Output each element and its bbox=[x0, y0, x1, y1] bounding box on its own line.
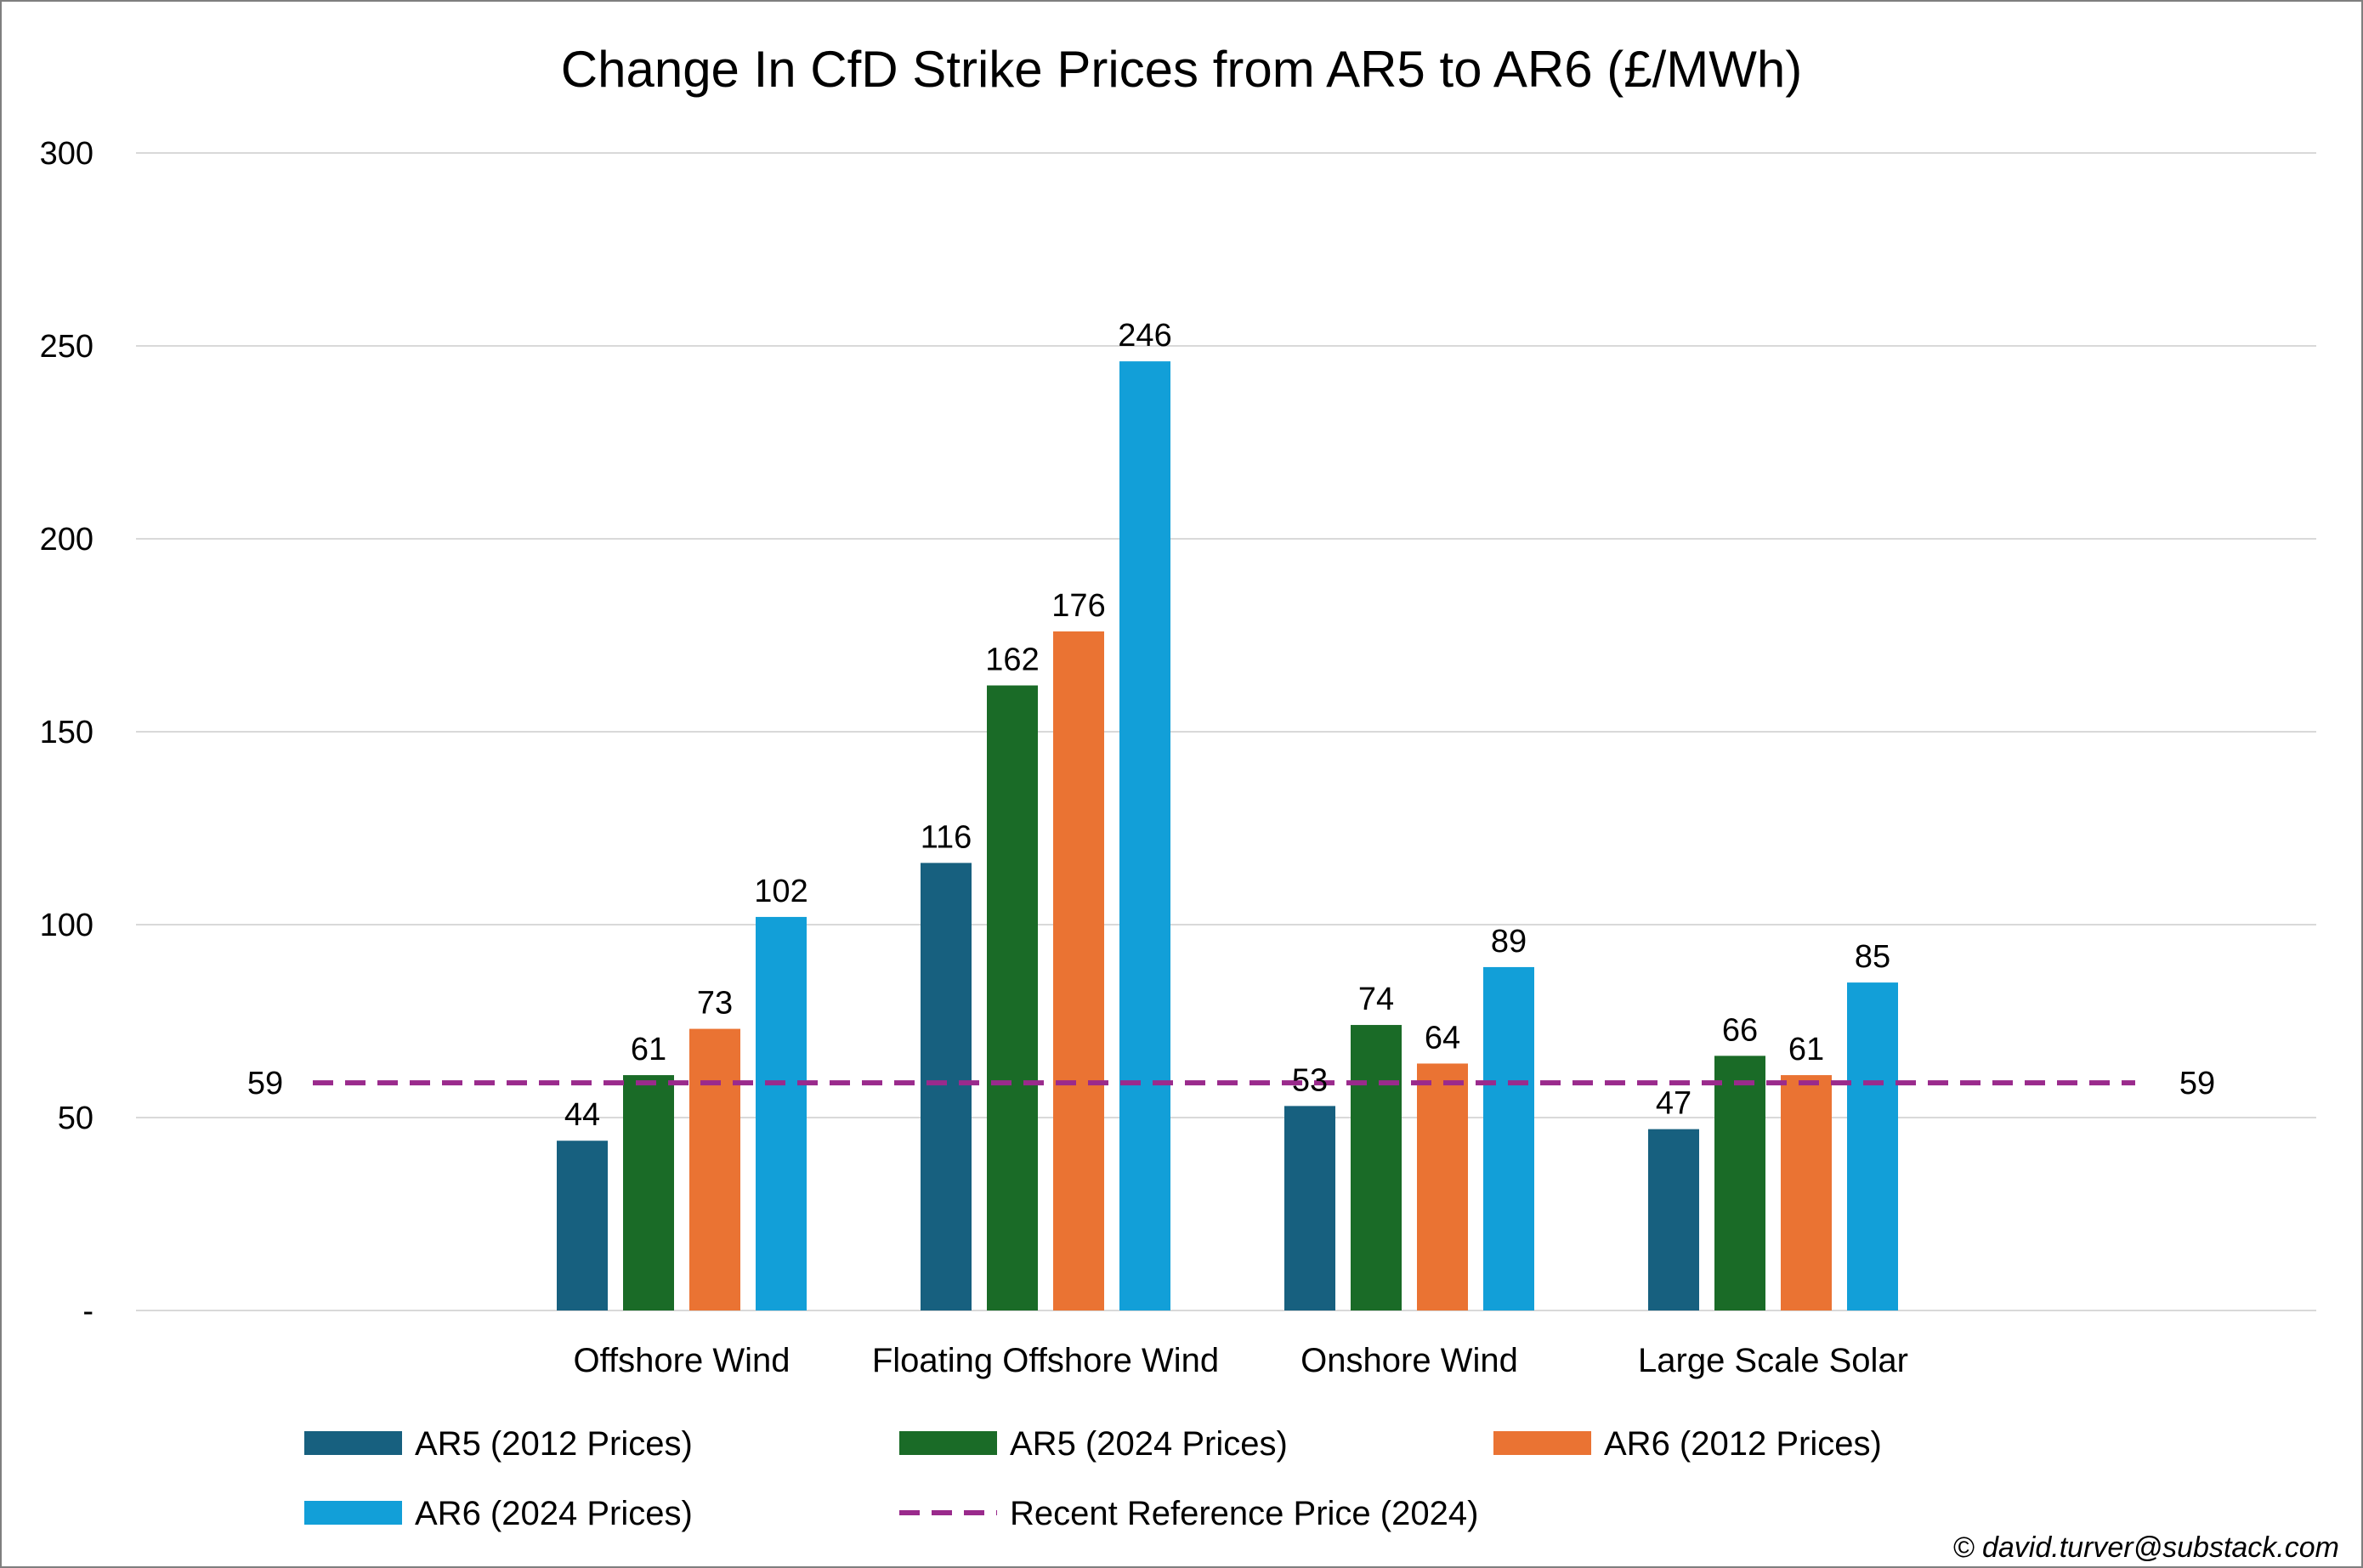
bar-3-3 bbox=[1417, 1063, 1468, 1310]
legend-swatch-4 bbox=[304, 1501, 402, 1525]
data-label: 85 bbox=[1855, 939, 1890, 975]
data-label: 73 bbox=[697, 986, 733, 1022]
legend-swatch-2 bbox=[899, 1431, 997, 1455]
bar-2-3 bbox=[1053, 631, 1104, 1310]
data-label: 61 bbox=[1788, 1032, 1824, 1067]
y-tick-label: 150 bbox=[40, 715, 94, 750]
bar-3-4 bbox=[1483, 966, 1534, 1310]
gridlines bbox=[136, 152, 2316, 1311]
x-category-label: Onshore Wind bbox=[1300, 1342, 1518, 1379]
data-label: 44 bbox=[564, 1097, 600, 1133]
reference-label-right: 59 bbox=[2179, 1066, 2215, 1101]
legend-label-2: AR5 (2024 Prices) bbox=[1010, 1425, 1288, 1463]
legend-swatch-3 bbox=[1493, 1431, 1591, 1455]
data-label: 176 bbox=[1051, 588, 1105, 624]
legend-label-1: AR5 (2012 Prices) bbox=[415, 1425, 693, 1463]
data-label: 61 bbox=[631, 1032, 666, 1067]
x-category-label: Offshore Wind bbox=[574, 1342, 790, 1379]
y-tick-label: 250 bbox=[40, 329, 94, 365]
legend-label-4: AR6 (2024 Prices) bbox=[415, 1495, 693, 1532]
x-category-label: Floating Offshore Wind bbox=[872, 1342, 1219, 1379]
bar-2-1 bbox=[921, 863, 972, 1310]
data-labels: 44 61 73 102 116 162 176 246 53 74 64 89 47 66 61 85 bbox=[564, 318, 1890, 1133]
data-label: 47 bbox=[1656, 1086, 1692, 1122]
legend-label-3: AR6 (2012 Prices) bbox=[1604, 1425, 1882, 1463]
reference-label-left: 59 bbox=[247, 1066, 283, 1101]
x-axis-categories: Offshore Wind Floating Offshore Wind Onsho… bbox=[574, 1342, 1908, 1379]
data-label: 246 bbox=[1118, 318, 1171, 354]
bar-4-4 bbox=[1847, 982, 1898, 1310]
reference-line-group: 59 59 bbox=[247, 1066, 2215, 1101]
data-label: 64 bbox=[1425, 1020, 1460, 1056]
x-category-label: Large Scale Solar bbox=[1638, 1342, 1908, 1379]
data-label: 162 bbox=[985, 642, 1039, 678]
bar-3-1 bbox=[1284, 1106, 1335, 1310]
bar-4-1 bbox=[1648, 1129, 1699, 1310]
y-tick-label: 100 bbox=[40, 908, 94, 943]
legend: AR5 (2012 Prices) AR5 (2024 Prices) AR6 (2… bbox=[304, 1425, 1882, 1532]
bar-1-2 bbox=[623, 1075, 674, 1310]
bar-4-3 bbox=[1781, 1075, 1832, 1310]
bar-1-3 bbox=[689, 1028, 740, 1310]
chart-title: Change In CfD Strike Prices from AR5 to … bbox=[561, 41, 1802, 98]
legend-swatch-1 bbox=[304, 1431, 402, 1455]
bar-2-4 bbox=[1119, 361, 1170, 1310]
y-tick-label: 300 bbox=[40, 136, 94, 172]
credit-text: © david.turver@substack.com bbox=[1952, 1531, 2339, 1564]
y-tick-label: 200 bbox=[40, 522, 94, 558]
data-label: 116 bbox=[921, 819, 972, 855]
y-axis-ticks: - 50 100 150 200 250 300 bbox=[40, 136, 94, 1329]
bar-2-2 bbox=[987, 685, 1038, 1310]
y-tick-label: - bbox=[82, 1293, 94, 1329]
data-label: 66 bbox=[1722, 1012, 1758, 1048]
legend-label-reference: Recent Reference Price (2024) bbox=[1010, 1495, 1478, 1532]
bar-4-2 bbox=[1714, 1056, 1765, 1310]
bar-1-1 bbox=[557, 1141, 608, 1310]
data-label: 53 bbox=[1292, 1062, 1328, 1098]
y-tick-label: 50 bbox=[58, 1101, 94, 1136]
bar-3-2 bbox=[1351, 1025, 1402, 1310]
bar-1-4 bbox=[756, 916, 807, 1310]
data-label: 102 bbox=[754, 874, 808, 909]
bars bbox=[557, 361, 1898, 1310]
data-label: 74 bbox=[1358, 982, 1394, 1017]
data-label: 89 bbox=[1491, 924, 1527, 959]
